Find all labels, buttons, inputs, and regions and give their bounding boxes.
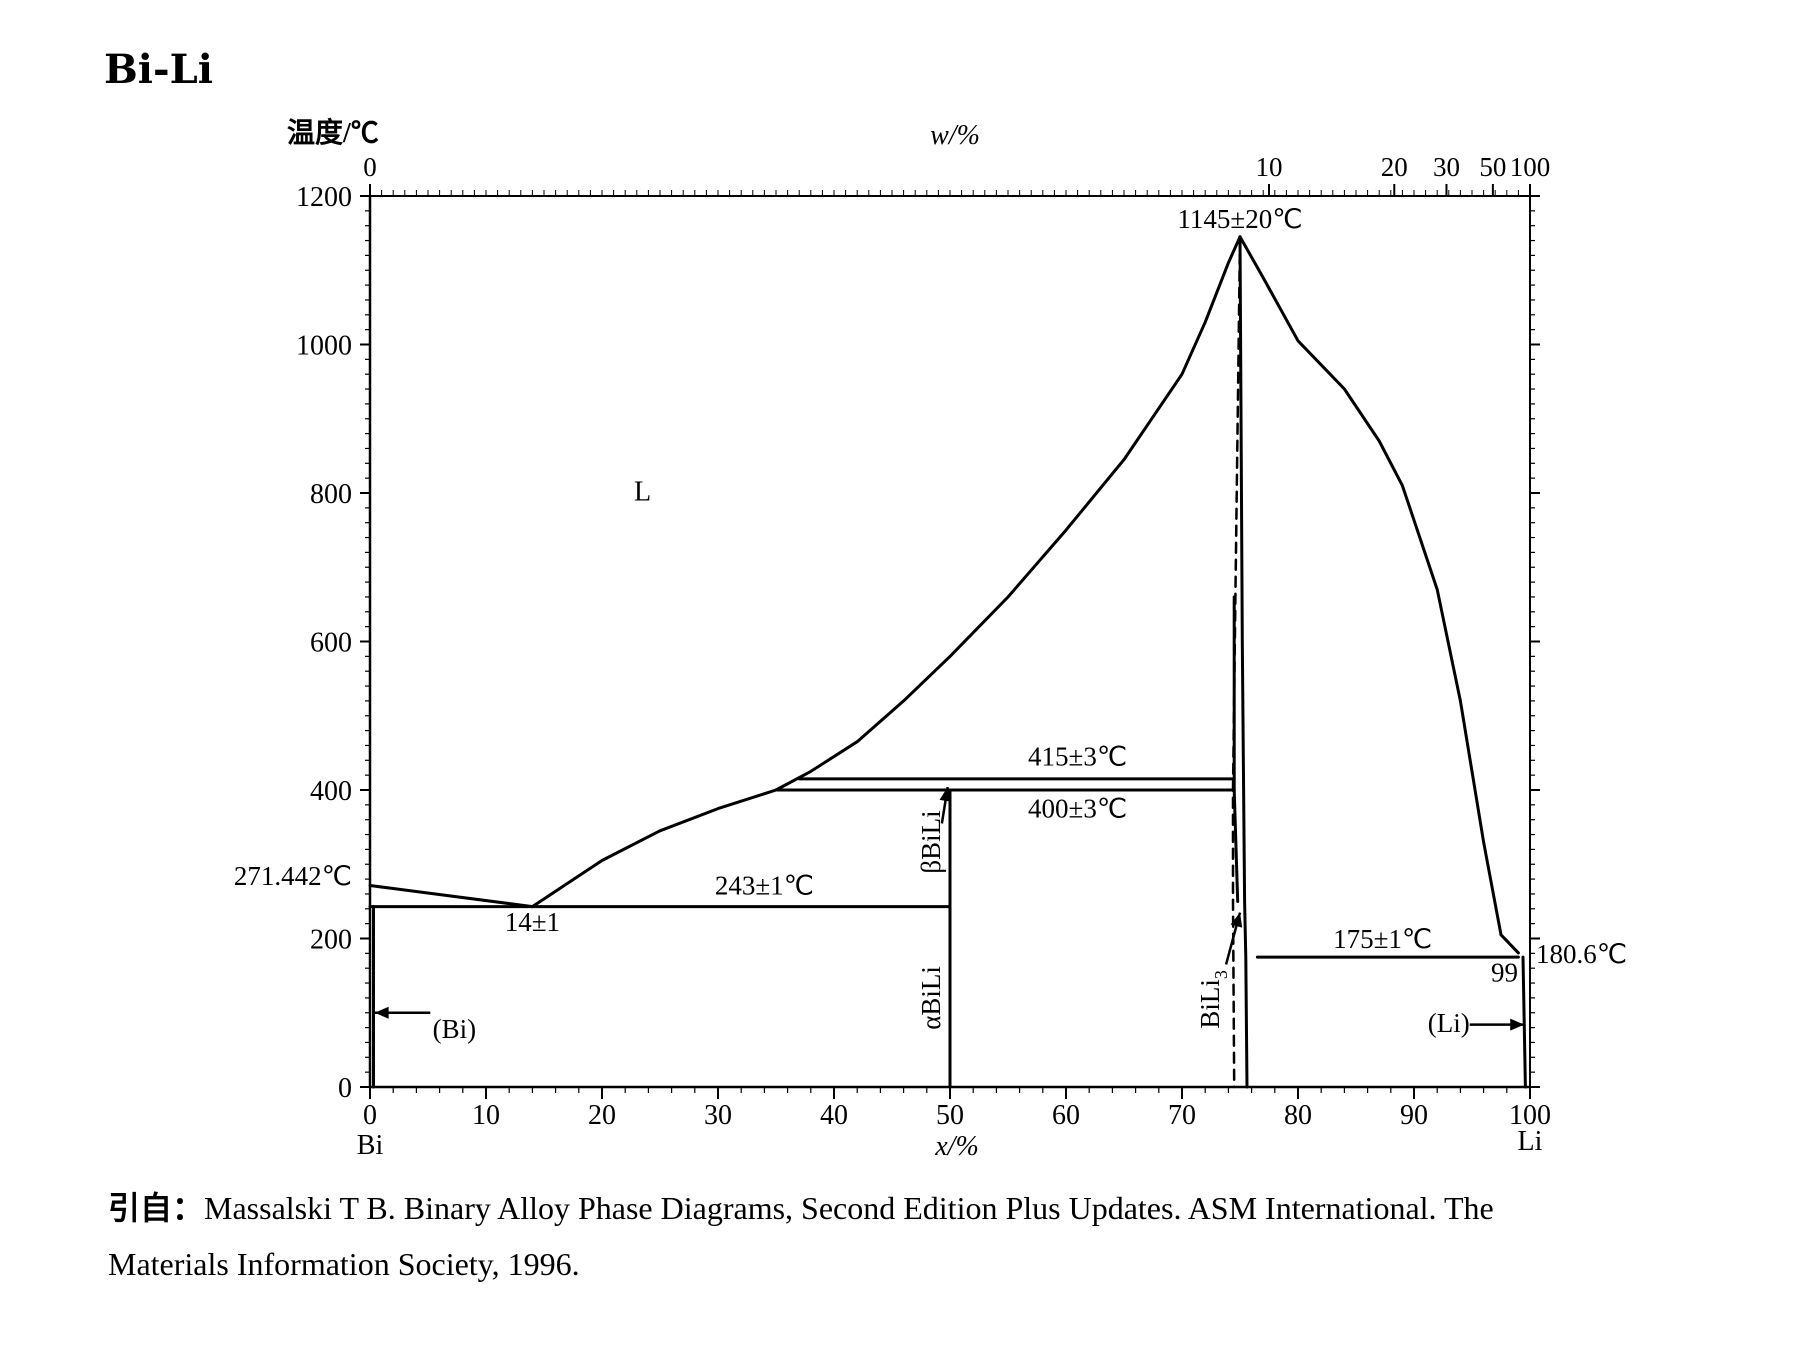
- curve-li-solvus: [1521, 955, 1527, 1089]
- y-tick-label: 200: [310, 925, 352, 956]
- bili3-label: BiLi3: [1195, 970, 1231, 1029]
- element-li: Li: [1518, 1126, 1543, 1157]
- x-tick-label: 60: [1052, 1100, 1080, 1131]
- annotations: L 1145±20℃ 415±3℃ 400±3℃ 243±1℃ 14±1 271.442℃ 1…: [234, 204, 1627, 1044]
- eutectic-li-label: 175±1℃: [1333, 924, 1432, 954]
- curve-bili3-left-dashed: [1231, 235, 1242, 1089]
- x-tick-label: 90: [1400, 1100, 1428, 1131]
- beta-bili-label: βBiLi: [916, 810, 946, 873]
- x-tick-label: 100: [1509, 1100, 1551, 1131]
- page-title: Bi-Li: [104, 46, 213, 93]
- max-temp-label: 1145±20℃: [1177, 204, 1302, 234]
- x-axis-title: x/%: [934, 1131, 979, 1162]
- bili3-subscript: 3: [1211, 970, 1231, 979]
- bi-melting-label: 271.442℃: [234, 861, 352, 891]
- x-tick-label: 0: [363, 1100, 377, 1131]
- arrow-li-head: [1510, 1018, 1525, 1031]
- top-tick-label: 10: [1256, 152, 1283, 182]
- top-tick-label: 30: [1433, 152, 1460, 182]
- citation-line2: Materials Information Society, 1996.: [108, 1246, 580, 1282]
- curve-bili3-right: [1238, 235, 1249, 1089]
- top-tick-label: 0: [363, 152, 377, 182]
- y-axis-title: 温度/℃: [287, 117, 379, 149]
- citation-line1: Massalski T B. Binary Alloy Phase Diagra…: [204, 1190, 1494, 1226]
- x-tick-label: 20: [588, 1100, 616, 1131]
- y-tick-label: 1000: [296, 331, 352, 362]
- y-tick-label: 1200: [296, 182, 352, 213]
- y-tick-label: 600: [310, 628, 352, 659]
- citation: 引自：Massalski T B. Binary Alloy Phase Dia…: [108, 1180, 1708, 1292]
- arrow-beta-bili-head: [939, 787, 952, 802]
- phase-li-label: (Li): [1428, 1008, 1470, 1038]
- top-axis-title: w/%: [930, 120, 980, 151]
- region-l-label: L: [634, 476, 651, 507]
- li-comp-label: 99: [1491, 958, 1518, 988]
- x-tick-label: 40: [820, 1100, 848, 1131]
- y-tick-label: 400: [310, 776, 352, 807]
- x-tick-label: 30: [704, 1100, 732, 1131]
- arrow-bi-head: [374, 1006, 389, 1019]
- curve-liquidus-rising: [774, 235, 1242, 792]
- eutectic-bi-label: 243±1℃: [715, 871, 814, 901]
- element-bi: Bi: [357, 1130, 384, 1161]
- curve-liquidus-li-side: [1238, 235, 1520, 955]
- curve-bili3-left-boundary: [1232, 788, 1240, 903]
- x-tick-label: 50: [936, 1100, 964, 1131]
- peritectic-label: 415±3℃: [1028, 741, 1127, 771]
- alpha-bili-label: αBiLi: [916, 966, 946, 1030]
- x-tick-label: 80: [1284, 1100, 1312, 1131]
- phase-curves: [368, 235, 1527, 1089]
- top-tick-label: 20: [1381, 152, 1408, 182]
- top-tick-label: 100: [1510, 152, 1551, 182]
- li-melting-label: 180.6℃: [1536, 939, 1627, 969]
- transition-label: 400±3℃: [1028, 793, 1127, 823]
- axis-ticks: [360, 184, 1540, 1099]
- curve-liquidus-eutectic-to-peritectic: [530, 788, 778, 909]
- eutectic-comp-label: 14±1: [505, 907, 560, 937]
- y-tick-label: 0: [338, 1073, 352, 1104]
- citation-prefix: 引自：: [108, 1189, 205, 1227]
- y-tick-label: 800: [310, 479, 352, 510]
- arrow-bili3-head: [1230, 912, 1243, 928]
- curve-liquidus-bi: [368, 884, 534, 909]
- x-tick-label: 10: [472, 1100, 500, 1131]
- x-tick-label: 70: [1168, 1100, 1196, 1131]
- top-tick-label: 50: [1479, 152, 1506, 182]
- phase-bi-label: (Bi): [433, 1014, 477, 1044]
